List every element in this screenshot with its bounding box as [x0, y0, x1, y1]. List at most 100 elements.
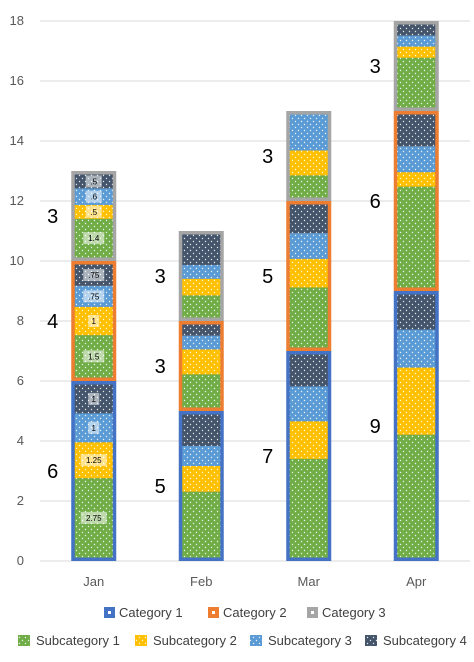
segment-label: .5: [90, 208, 97, 217]
y-tick-label: 0: [17, 553, 24, 568]
subcategory-pattern: [289, 458, 328, 558]
legend-label: Subcategory 4: [383, 633, 467, 648]
segment-label-bg: [85, 205, 102, 218]
x-tick-label: Jan: [83, 574, 104, 589]
category-total-label: 6: [370, 191, 381, 213]
segment-label-bg: [83, 269, 105, 282]
x-tick-label: Apr: [406, 574, 427, 589]
segment-label-bg: [88, 421, 100, 434]
legend-label: Category 1: [119, 605, 183, 620]
bar-apr: 9 6 3: [370, 21, 439, 561]
category-total-label: 5: [262, 266, 273, 288]
y-tick-label: 4: [17, 433, 24, 448]
y-tick-label: 14: [10, 133, 24, 148]
subcategory-pattern: [182, 491, 221, 558]
subcategory-pattern: [289, 233, 328, 259]
subcategory-pattern: [182, 445, 221, 466]
segment-label-bg: [80, 511, 107, 524]
legend-item-subcategory: Subcategory 4: [365, 633, 467, 648]
segment-label-bg: [85, 190, 102, 203]
category-total-label: 3: [47, 206, 58, 228]
legend: Category 1 Category 2 Category 3 Subcategor…: [18, 605, 467, 648]
legend-swatch-pattern: [135, 635, 147, 646]
bar-jan: 2.75 1.25 1 1 6 1.5 1 .75 .75 4 1.4 .5 .6 .5 3: [47, 171, 117, 561]
legend-swatch-pattern: [250, 635, 262, 646]
segment-label: .6: [90, 193, 97, 202]
subcategory-pattern: [182, 234, 221, 265]
x-axis: Jan Feb Mar Apr: [83, 574, 427, 589]
subcategory-pattern: [182, 335, 221, 350]
subcategory-pattern: [289, 421, 328, 459]
segment-label: 2.75: [86, 514, 102, 523]
category-total-label: 3: [370, 56, 381, 78]
legend-item-subcategory: Subcategory 1: [18, 633, 120, 648]
segment-label-bg: [85, 175, 102, 188]
subcategory-pattern: [289, 204, 328, 234]
legend-item-subcategory: Subcategory 2: [135, 633, 237, 648]
segment-label-bg: [83, 290, 105, 303]
category-total-label: 3: [155, 266, 166, 288]
y-tick-label: 16: [10, 73, 24, 88]
segment-label: .5: [90, 177, 97, 186]
subcategory-pattern: [289, 114, 328, 151]
y-axis: 0 2 4 6 8 10 12 14 16 18: [10, 13, 24, 568]
legend-swatch-dot: [311, 611, 314, 614]
y-tick-label: 6: [17, 373, 24, 388]
segment-label: .75: [88, 271, 100, 280]
subcategory-pattern: [289, 258, 328, 288]
bar-feb: 5 3 3: [155, 231, 224, 561]
subcategory-pattern: [397, 57, 436, 108]
category-total-label: 7: [262, 446, 273, 468]
y-tick-label: 2: [17, 493, 24, 508]
subcategory-pattern: [397, 35, 436, 47]
legend-swatch-pattern: [18, 635, 30, 646]
category-total-label: 3: [155, 356, 166, 378]
subcategory-pattern: [182, 264, 221, 279]
segment-label: 1: [92, 395, 97, 404]
bars: 2.75 1.25 1 1 6 1.5 1 .75 .75 4 1.4 .5 .6 .5 3 5 3 3 7 5 3 9 6…: [47, 21, 439, 561]
subcategory-pattern: [397, 46, 436, 58]
subcategory-pattern: [289, 354, 328, 387]
subcategory-pattern: [182, 414, 221, 446]
legend-label: Subcategory 2: [153, 633, 237, 648]
subcategory-pattern: [182, 278, 221, 296]
subcategory-pattern: [289, 287, 328, 348]
subcategory-pattern: [397, 114, 436, 147]
subcategory-pattern: [182, 349, 221, 375]
legend-swatch-dot: [212, 611, 215, 614]
segment-label: 1.25: [86, 456, 102, 465]
subcategory-pattern: [397, 294, 436, 330]
legend-label: Subcategory 3: [268, 633, 352, 648]
subcategory-pattern: [182, 374, 221, 408]
legend-label: Category 2: [223, 605, 287, 620]
segment-label-bg: [80, 454, 107, 467]
category-total-label: 6: [47, 461, 58, 483]
segment-label: 1: [92, 424, 97, 433]
subcategory-pattern: [182, 295, 221, 318]
category-total-label: 9: [370, 416, 381, 438]
subcategory-pattern: [397, 434, 436, 558]
subcategory-pattern: [397, 146, 436, 173]
subcategory-pattern: [182, 324, 221, 336]
x-tick-label: Feb: [190, 574, 212, 589]
subcategory-pattern: [397, 186, 436, 288]
legend-item-category: Category 2: [208, 605, 287, 620]
segment-label: 1: [92, 317, 97, 326]
x-tick-label: Mar: [298, 574, 321, 589]
subcategory-pattern: [182, 465, 221, 492]
legend-item-subcategory: Subcategory 3: [250, 633, 352, 648]
category-total-label: 3: [262, 146, 273, 168]
category-total-label: 5: [155, 476, 166, 498]
segment-label: .75: [88, 292, 100, 301]
segment-label-bg: [88, 392, 100, 405]
segment-label: 1.4: [88, 234, 100, 243]
subcategory-pattern: [397, 367, 436, 435]
legend-label: Category 3: [322, 605, 386, 620]
y-tick-label: 12: [10, 193, 24, 208]
legend-label: Subcategory 1: [36, 633, 120, 648]
segment-label-bg: [88, 315, 100, 327]
legend-item-category: Category 3: [307, 605, 386, 620]
segment-label: 1.5: [88, 352, 100, 361]
y-tick-label: 10: [10, 253, 24, 268]
